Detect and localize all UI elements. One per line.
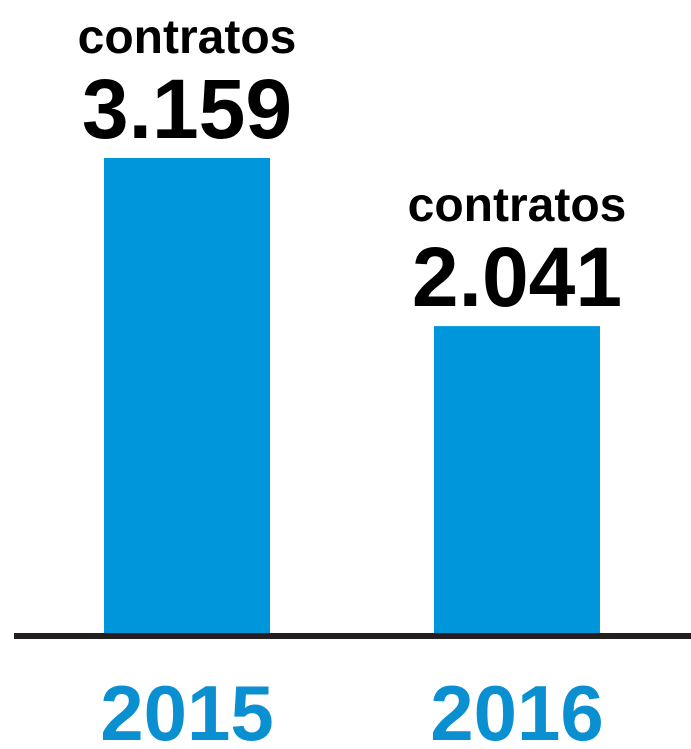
bar [104,158,270,633]
value-label: 2.041 [412,230,622,324]
x-tick-label: 2016 [430,669,604,749]
annotation: contratos [78,11,297,64]
value-label: 3.159 [82,62,292,156]
bar [434,326,600,633]
annotation: contratos [408,179,627,232]
x-tick-label: 2015 [100,669,274,749]
